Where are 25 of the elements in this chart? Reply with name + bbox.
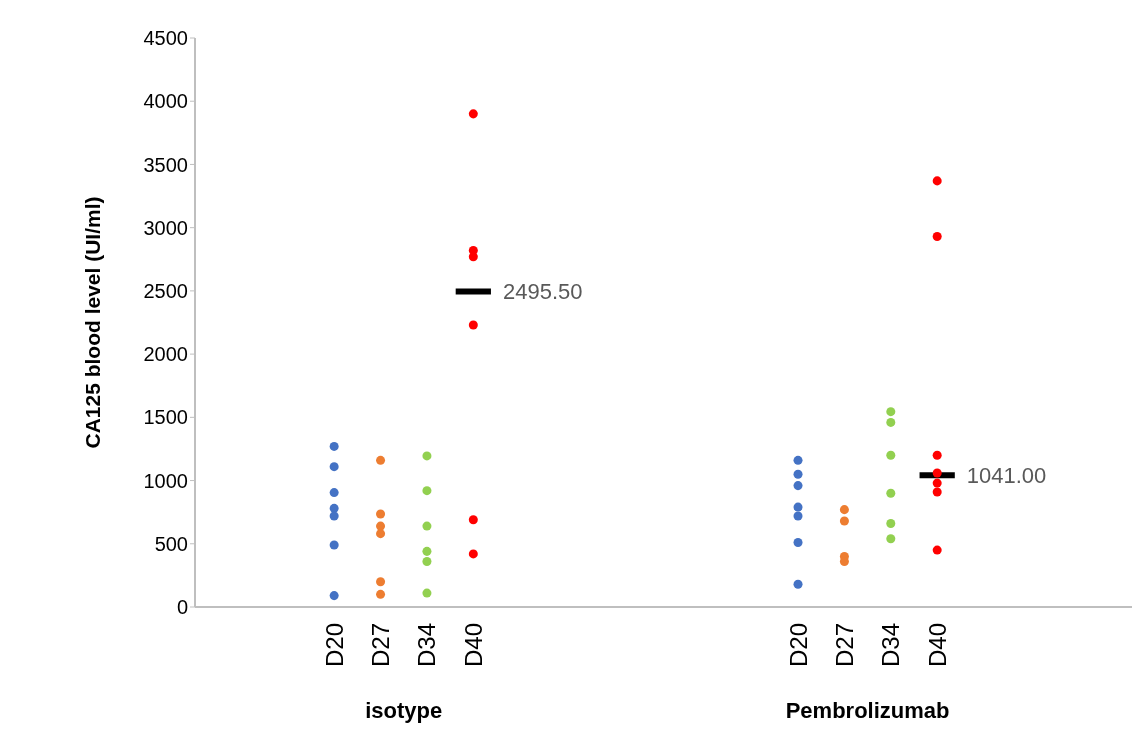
x-tick-label: D20 — [320, 622, 348, 668]
y-tick-label: 1000 — [143, 469, 188, 492]
x-tick-label: D40 — [923, 622, 951, 668]
y-tick-label: 2500 — [143, 279, 188, 302]
y-tick-label: 1500 — [143, 406, 188, 429]
y-tick-label: 4500 — [143, 27, 188, 50]
y-tick-label: 4000 — [143, 90, 188, 113]
text: Pembrolizumab — [784, 698, 951, 724]
point — [329, 591, 339, 601]
ref-line-label: 2495.50 — [502, 279, 583, 305]
y-tick-label: 3000 — [143, 216, 188, 239]
ref-line-label: 1041.00 — [966, 463, 1047, 489]
y-axis-title: CA125 blood level (UI/ml) — [81, 196, 105, 449]
x-tick-label: D34 — [413, 622, 441, 668]
point — [793, 579, 803, 589]
x-tick-label: D20 — [784, 622, 812, 668]
y-tick-label: 500 — [154, 532, 188, 555]
x-tick-label: D27 — [830, 622, 858, 668]
x-tick-label: D34 — [877, 622, 905, 668]
y-tick-label: 2000 — [143, 343, 188, 366]
y-tick-label: 3500 — [143, 153, 188, 176]
x-tick-label: D27 — [367, 622, 395, 668]
y-tick-label: 0 — [176, 596, 188, 619]
text: isotype — [364, 698, 444, 724]
x-tick-label: D40 — [459, 622, 487, 668]
